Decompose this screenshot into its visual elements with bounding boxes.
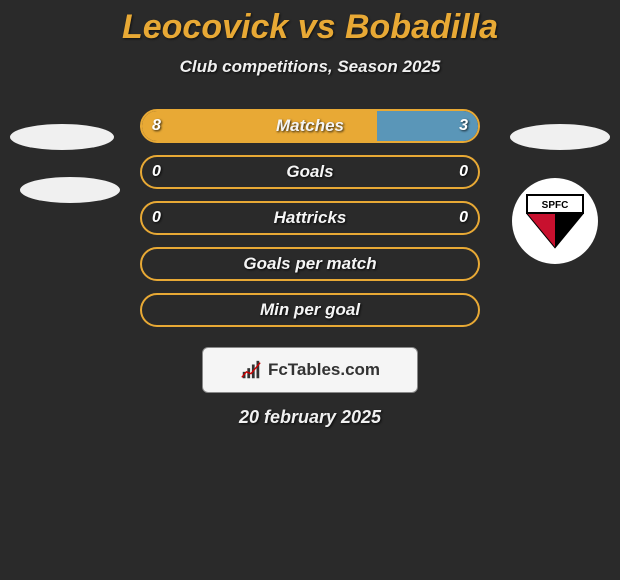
chart-icon [240,359,262,381]
stat-row: Goals per match [0,247,620,293]
stat-row: Min per goal [0,293,620,339]
stat-bar: 00Goals [140,155,480,189]
stat-bar: 83Matches [140,109,480,143]
page-title: Leocovick vs Bobadilla [0,0,620,47]
stat-label: Goals per match [142,249,478,279]
stats-container: 83Matches 00Goals 00Hattricks Goals per mat… [0,109,620,339]
stat-row: 00Goals [0,155,620,201]
date-text: 20 february 2025 [0,407,620,428]
watermark-text: FcTables.com [268,360,380,380]
stat-label: Matches [142,111,478,141]
watermark-badge: FcTables.com [202,347,418,393]
stat-bar: Goals per match [140,247,480,281]
stat-bar: Min per goal [140,293,480,327]
stat-label: Hattricks [142,203,478,233]
subtitle: Club competitions, Season 2025 [0,57,620,77]
stat-row: 00Hattricks [0,201,620,247]
stat-row: 83Matches [0,109,620,155]
stat-label: Min per goal [142,295,478,325]
stat-label: Goals [142,157,478,187]
stat-bar: 00Hattricks [140,201,480,235]
